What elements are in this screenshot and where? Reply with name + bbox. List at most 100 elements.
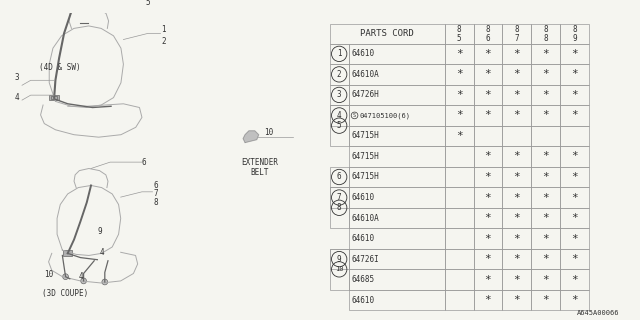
Text: *: *: [484, 193, 492, 203]
Text: *: *: [484, 213, 492, 223]
Text: (3D COUPE): (3D COUPE): [42, 289, 89, 298]
Text: A645A00066: A645A00066: [577, 310, 620, 316]
Bar: [531, 167, 560, 187]
Bar: [49, 95, 59, 100]
Bar: [502, 126, 531, 146]
Text: 64610: 64610: [351, 49, 375, 58]
Text: 64726H: 64726H: [351, 90, 380, 100]
Text: *: *: [513, 254, 520, 264]
Text: 6: 6: [486, 34, 490, 43]
Bar: [531, 228, 560, 249]
Circle shape: [81, 278, 86, 284]
Text: *: *: [542, 193, 549, 203]
Text: 6: 6: [142, 158, 147, 167]
Bar: [349, 84, 445, 105]
Text: *: *: [456, 131, 463, 141]
Text: *: *: [542, 172, 549, 182]
Text: 9: 9: [572, 34, 577, 43]
Text: *: *: [542, 275, 549, 284]
Bar: [560, 228, 589, 249]
Bar: [531, 44, 560, 64]
Text: *: *: [571, 110, 578, 120]
Bar: [445, 126, 474, 146]
Bar: [531, 146, 560, 167]
Bar: [531, 269, 560, 290]
Bar: [330, 105, 349, 126]
Text: *: *: [484, 275, 492, 284]
Text: *: *: [456, 110, 463, 120]
Text: *: *: [571, 295, 578, 305]
Bar: [51, 96, 57, 99]
Text: *: *: [542, 234, 549, 244]
Bar: [531, 84, 560, 105]
Text: 3: 3: [337, 90, 342, 100]
Bar: [445, 24, 474, 44]
Text: 8: 8: [457, 25, 461, 34]
Bar: [531, 24, 560, 44]
Text: *: *: [484, 172, 492, 182]
Text: 1: 1: [161, 25, 166, 34]
Text: 64715H: 64715H: [351, 152, 380, 161]
Text: 64610A: 64610A: [351, 213, 380, 222]
Text: 7: 7: [154, 189, 158, 198]
Bar: [502, 228, 531, 249]
Bar: [531, 105, 560, 126]
Text: 1: 1: [337, 49, 342, 58]
Text: *: *: [513, 69, 520, 79]
Bar: [330, 44, 349, 64]
Bar: [349, 249, 445, 269]
Bar: [474, 105, 502, 126]
Bar: [474, 24, 502, 44]
Bar: [349, 44, 445, 64]
Text: *: *: [542, 213, 549, 223]
Bar: [349, 105, 445, 126]
Text: 64610: 64610: [351, 296, 375, 305]
Bar: [560, 208, 589, 228]
Bar: [531, 126, 560, 146]
Text: 8: 8: [486, 25, 490, 34]
Bar: [349, 290, 445, 310]
Bar: [445, 84, 474, 105]
Text: *: *: [571, 193, 578, 203]
Bar: [330, 105, 349, 146]
Text: *: *: [484, 90, 492, 100]
Text: EXTENDER
BELT: EXTENDER BELT: [241, 158, 278, 177]
Bar: [502, 44, 531, 64]
Text: 5: 5: [337, 121, 342, 130]
Bar: [349, 64, 445, 84]
Bar: [445, 228, 474, 249]
Bar: [349, 269, 445, 290]
Bar: [531, 249, 560, 269]
Text: 5: 5: [146, 0, 150, 7]
Text: 9: 9: [97, 227, 102, 236]
Bar: [502, 249, 531, 269]
Bar: [502, 24, 531, 44]
Text: *: *: [542, 110, 549, 120]
Bar: [502, 84, 531, 105]
Bar: [474, 44, 502, 64]
Bar: [560, 249, 589, 269]
Text: *: *: [513, 49, 520, 59]
Bar: [445, 64, 474, 84]
Bar: [502, 290, 531, 310]
Text: 4: 4: [99, 248, 104, 258]
Text: 5: 5: [457, 34, 461, 43]
Text: 047105100(6): 047105100(6): [359, 112, 410, 119]
Text: *: *: [513, 275, 520, 284]
Bar: [349, 146, 445, 167]
Bar: [474, 64, 502, 84]
Text: *: *: [513, 193, 520, 203]
Text: *: *: [542, 49, 549, 59]
Text: 7: 7: [515, 34, 519, 43]
Text: *: *: [571, 172, 578, 182]
Text: 9: 9: [337, 255, 342, 264]
Bar: [560, 64, 589, 84]
Text: *: *: [484, 49, 492, 59]
Bar: [502, 64, 531, 84]
Text: *: *: [513, 213, 520, 223]
Bar: [63, 251, 72, 256]
Bar: [445, 290, 474, 310]
Bar: [474, 126, 502, 146]
Bar: [560, 187, 589, 208]
Text: 64715H: 64715H: [351, 132, 380, 140]
